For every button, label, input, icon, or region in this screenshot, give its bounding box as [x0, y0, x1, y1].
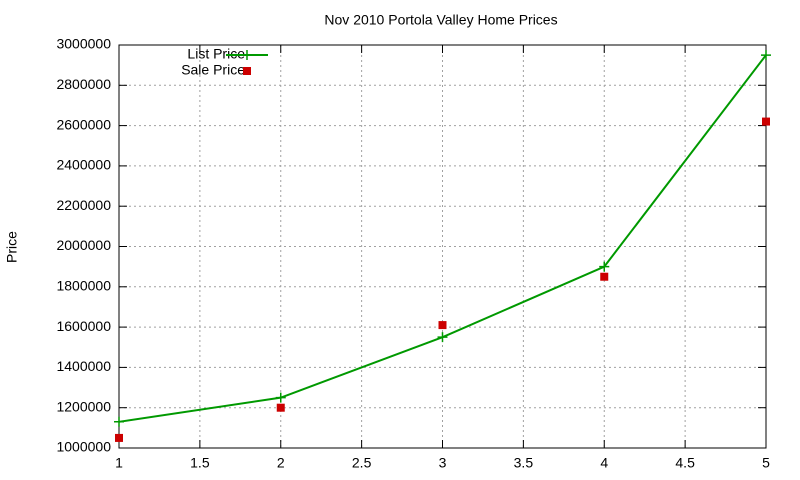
y-tick-label: 1800000: [56, 278, 111, 294]
legend-label: Sale Price: [181, 62, 245, 78]
x-tick-label: 5: [762, 455, 770, 471]
y-tick-label: 1000000: [56, 439, 111, 455]
y-tick-label: 2800000: [56, 76, 111, 92]
data-point: [600, 272, 609, 281]
data-point: [437, 332, 448, 343]
data-point: [762, 117, 770, 126]
x-tick-label: 4: [600, 455, 608, 471]
y-tick-label: 1200000: [56, 398, 111, 414]
data-point: [599, 261, 610, 272]
y-tick-label: 3000000: [56, 36, 111, 52]
data-point: [761, 50, 771, 61]
y-tick-label: 2400000: [56, 157, 111, 173]
legend-marker: [242, 50, 252, 60]
x-tick-label: 1.5: [190, 455, 210, 471]
legend-marker: [243, 67, 251, 75]
x-tick-label: 4.5: [675, 455, 695, 471]
x-tick-label: 1: [115, 455, 123, 471]
data-point: [438, 321, 447, 330]
x-tick-label: 2: [277, 455, 285, 471]
y-axis-label: Price: [4, 231, 20, 263]
y-tick-label: 1600000: [56, 318, 111, 334]
chart-title: Nov 2010 Portola Valley Home Prices: [324, 12, 557, 28]
y-tick-label: 2200000: [56, 197, 111, 213]
y-tick-label: 1400000: [56, 358, 111, 374]
y-tick-label: 2600000: [56, 116, 111, 132]
x-tick-label: 2.5: [352, 455, 372, 471]
x-tick-label: 3: [439, 455, 447, 471]
data-point: [275, 392, 286, 403]
data-point: [276, 403, 285, 412]
plot-border: [118, 44, 767, 449]
x-tick-label: 3.5: [514, 455, 534, 471]
legend-label: List Price: [187, 46, 245, 62]
data-point: [114, 416, 124, 427]
y-tick-label: 2000000: [56, 237, 111, 253]
data-point: [115, 433, 123, 442]
